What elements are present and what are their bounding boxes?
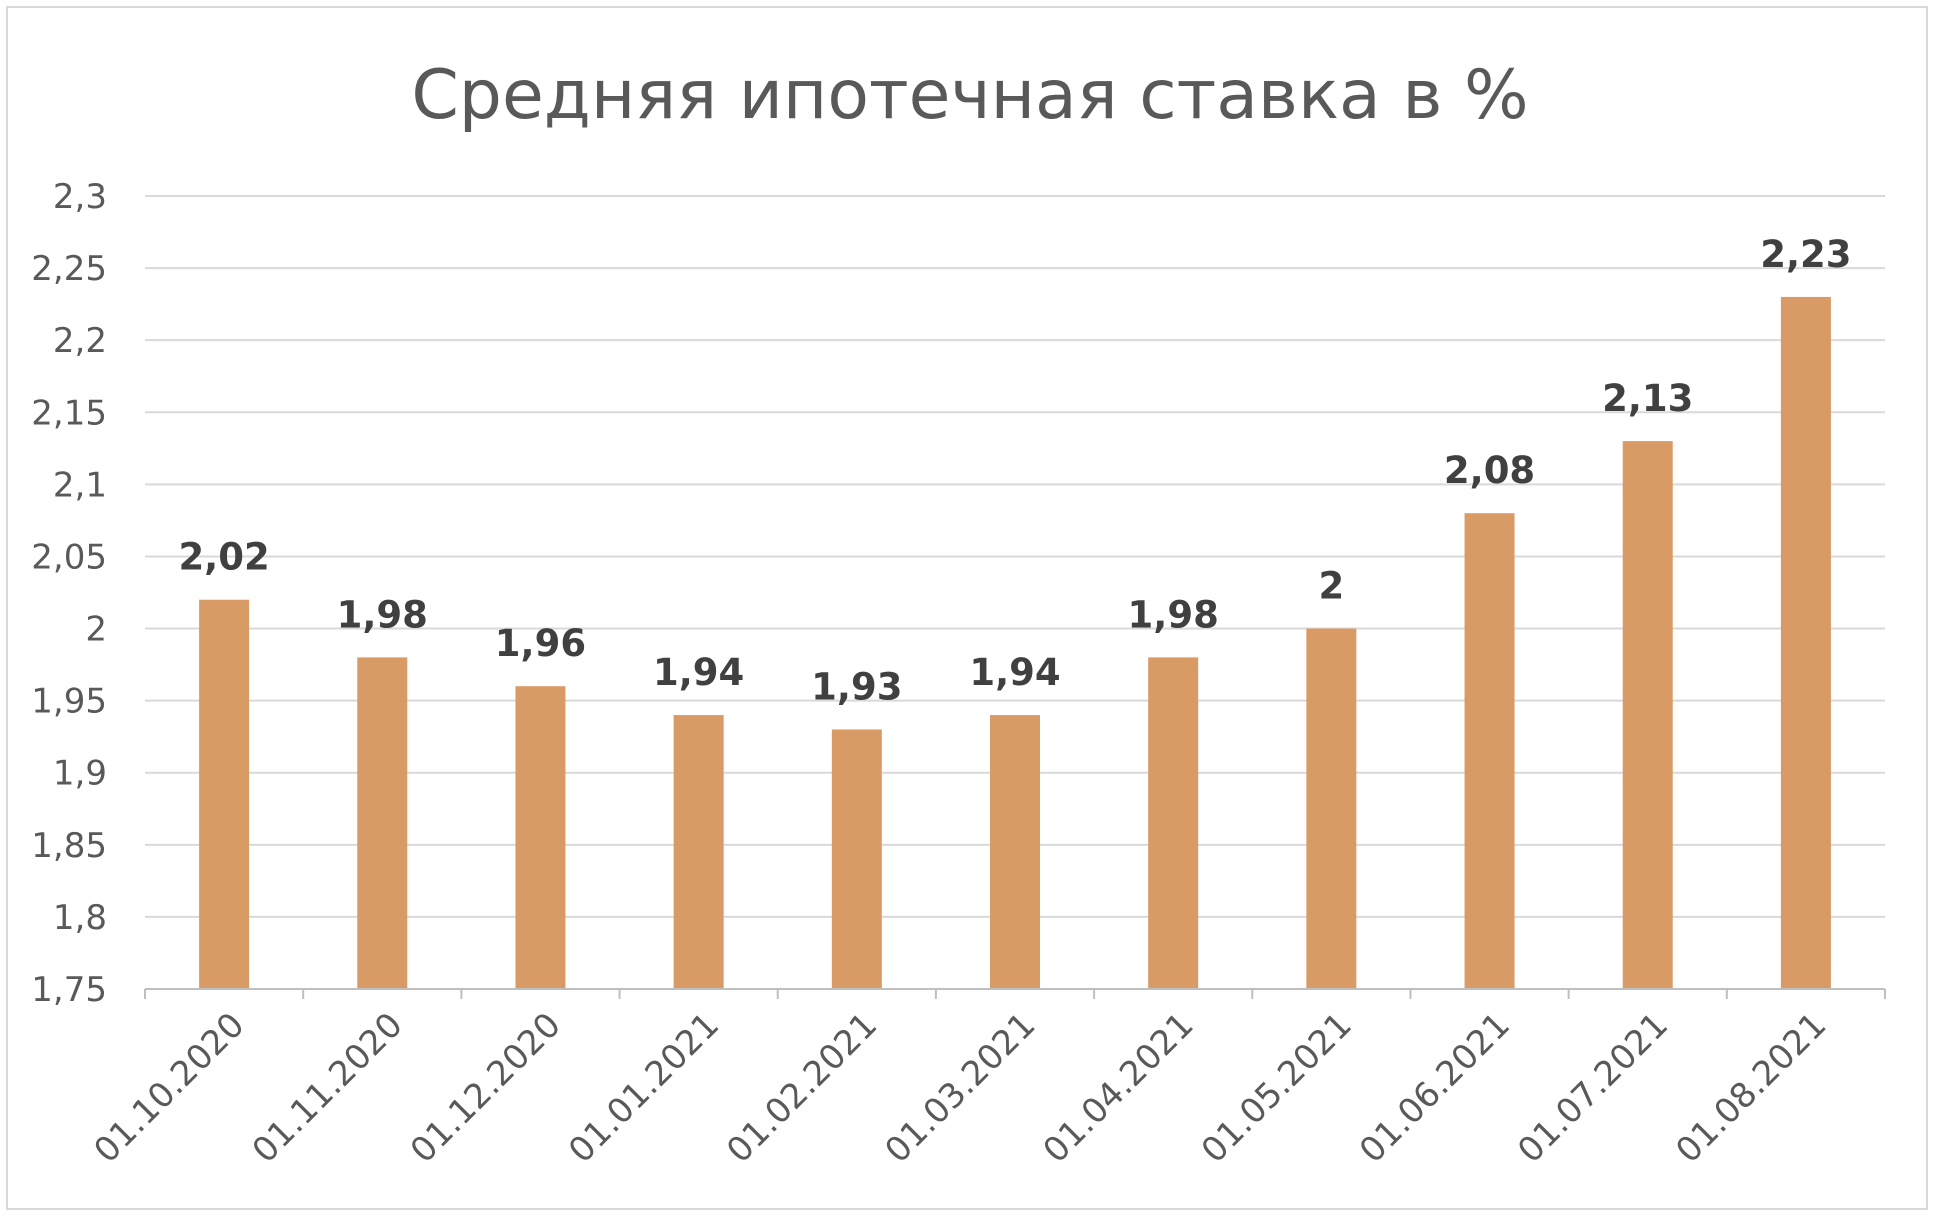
data-label: 1,93 bbox=[811, 665, 902, 708]
data-label: 1,94 bbox=[969, 651, 1060, 694]
data-label: 1,98 bbox=[337, 593, 428, 636]
chart-frame bbox=[6, 6, 1928, 1210]
bar bbox=[1306, 628, 1357, 989]
y-tick-label: 1,8 bbox=[53, 898, 107, 938]
bar bbox=[831, 729, 882, 989]
data-label: 1,96 bbox=[495, 622, 586, 665]
bars bbox=[199, 296, 1831, 990]
x-tick-label: 01.11.2020 bbox=[245, 1005, 411, 1171]
y-tick-label: 2,2 bbox=[53, 321, 107, 361]
bar bbox=[1622, 441, 1673, 989]
x-tick-label: 01.12.2020 bbox=[403, 1005, 569, 1171]
x-tick-label: 01.01.2021 bbox=[561, 1005, 727, 1171]
data-labels: 2,02 1,98 1,96 1,94 1,93 1,94 1,98 2 2,08 2,13 2,2… bbox=[178, 233, 1851, 709]
data-label: 1,94 bbox=[653, 651, 744, 694]
x-tick-label: 01.10.2020 bbox=[87, 1005, 253, 1171]
y-tick-label: 2,05 bbox=[31, 537, 107, 577]
bar bbox=[990, 715, 1040, 989]
y-axis: 1,75 1,8 1,85 1,9 1,95 2 2,05 2,1 2,15 2,2 2,25 2,3 bbox=[31, 177, 107, 1010]
data-label: 2,02 bbox=[178, 536, 269, 579]
bar bbox=[1148, 657, 1199, 989]
data-label: 2,08 bbox=[1444, 449, 1535, 492]
y-tick-label: 2,25 bbox=[31, 249, 107, 289]
y-tick-label: 2,1 bbox=[53, 465, 107, 505]
data-label: 1,98 bbox=[1128, 593, 1219, 636]
data-label: 2,13 bbox=[1602, 377, 1693, 420]
x-tick-label: 01.07.2021 bbox=[1510, 1005, 1676, 1171]
data-label: 2,23 bbox=[1760, 233, 1851, 276]
bar bbox=[1464, 513, 1515, 989]
x-tick-label: 01.08.2021 bbox=[1668, 1005, 1834, 1171]
data-label: 2 bbox=[1318, 565, 1344, 608]
bar bbox=[357, 657, 408, 989]
bar bbox=[199, 599, 250, 989]
y-tick-label: 1,75 bbox=[31, 970, 107, 1010]
bar bbox=[515, 686, 566, 989]
bar bbox=[1780, 296, 1831, 990]
y-tick-label: 2,15 bbox=[31, 393, 107, 433]
y-tick-label: 2 bbox=[85, 610, 107, 650]
y-tick-label: 1,9 bbox=[53, 754, 107, 794]
gridlines bbox=[145, 195, 1885, 918]
y-tick-label: 2,3 bbox=[53, 177, 107, 217]
y-tick-label: 1,85 bbox=[31, 826, 107, 866]
x-tick-label: 01.03.2021 bbox=[877, 1005, 1043, 1171]
x-tick-label: 01.02.2021 bbox=[719, 1005, 885, 1171]
x-tick-label: 01.05.2021 bbox=[1194, 1005, 1360, 1171]
x-tick-label: 01.06.2021 bbox=[1352, 1005, 1518, 1171]
chart-title: Средняя ипотечная ставка в % bbox=[411, 56, 1528, 135]
x-tick-label: 01.04.2021 bbox=[1036, 1005, 1202, 1171]
bar bbox=[673, 715, 724, 989]
x-axis: 01.10.202001.11.202001.12.202001.01.2021… bbox=[87, 988, 1886, 1171]
y-tick-label: 1,95 bbox=[31, 682, 107, 722]
